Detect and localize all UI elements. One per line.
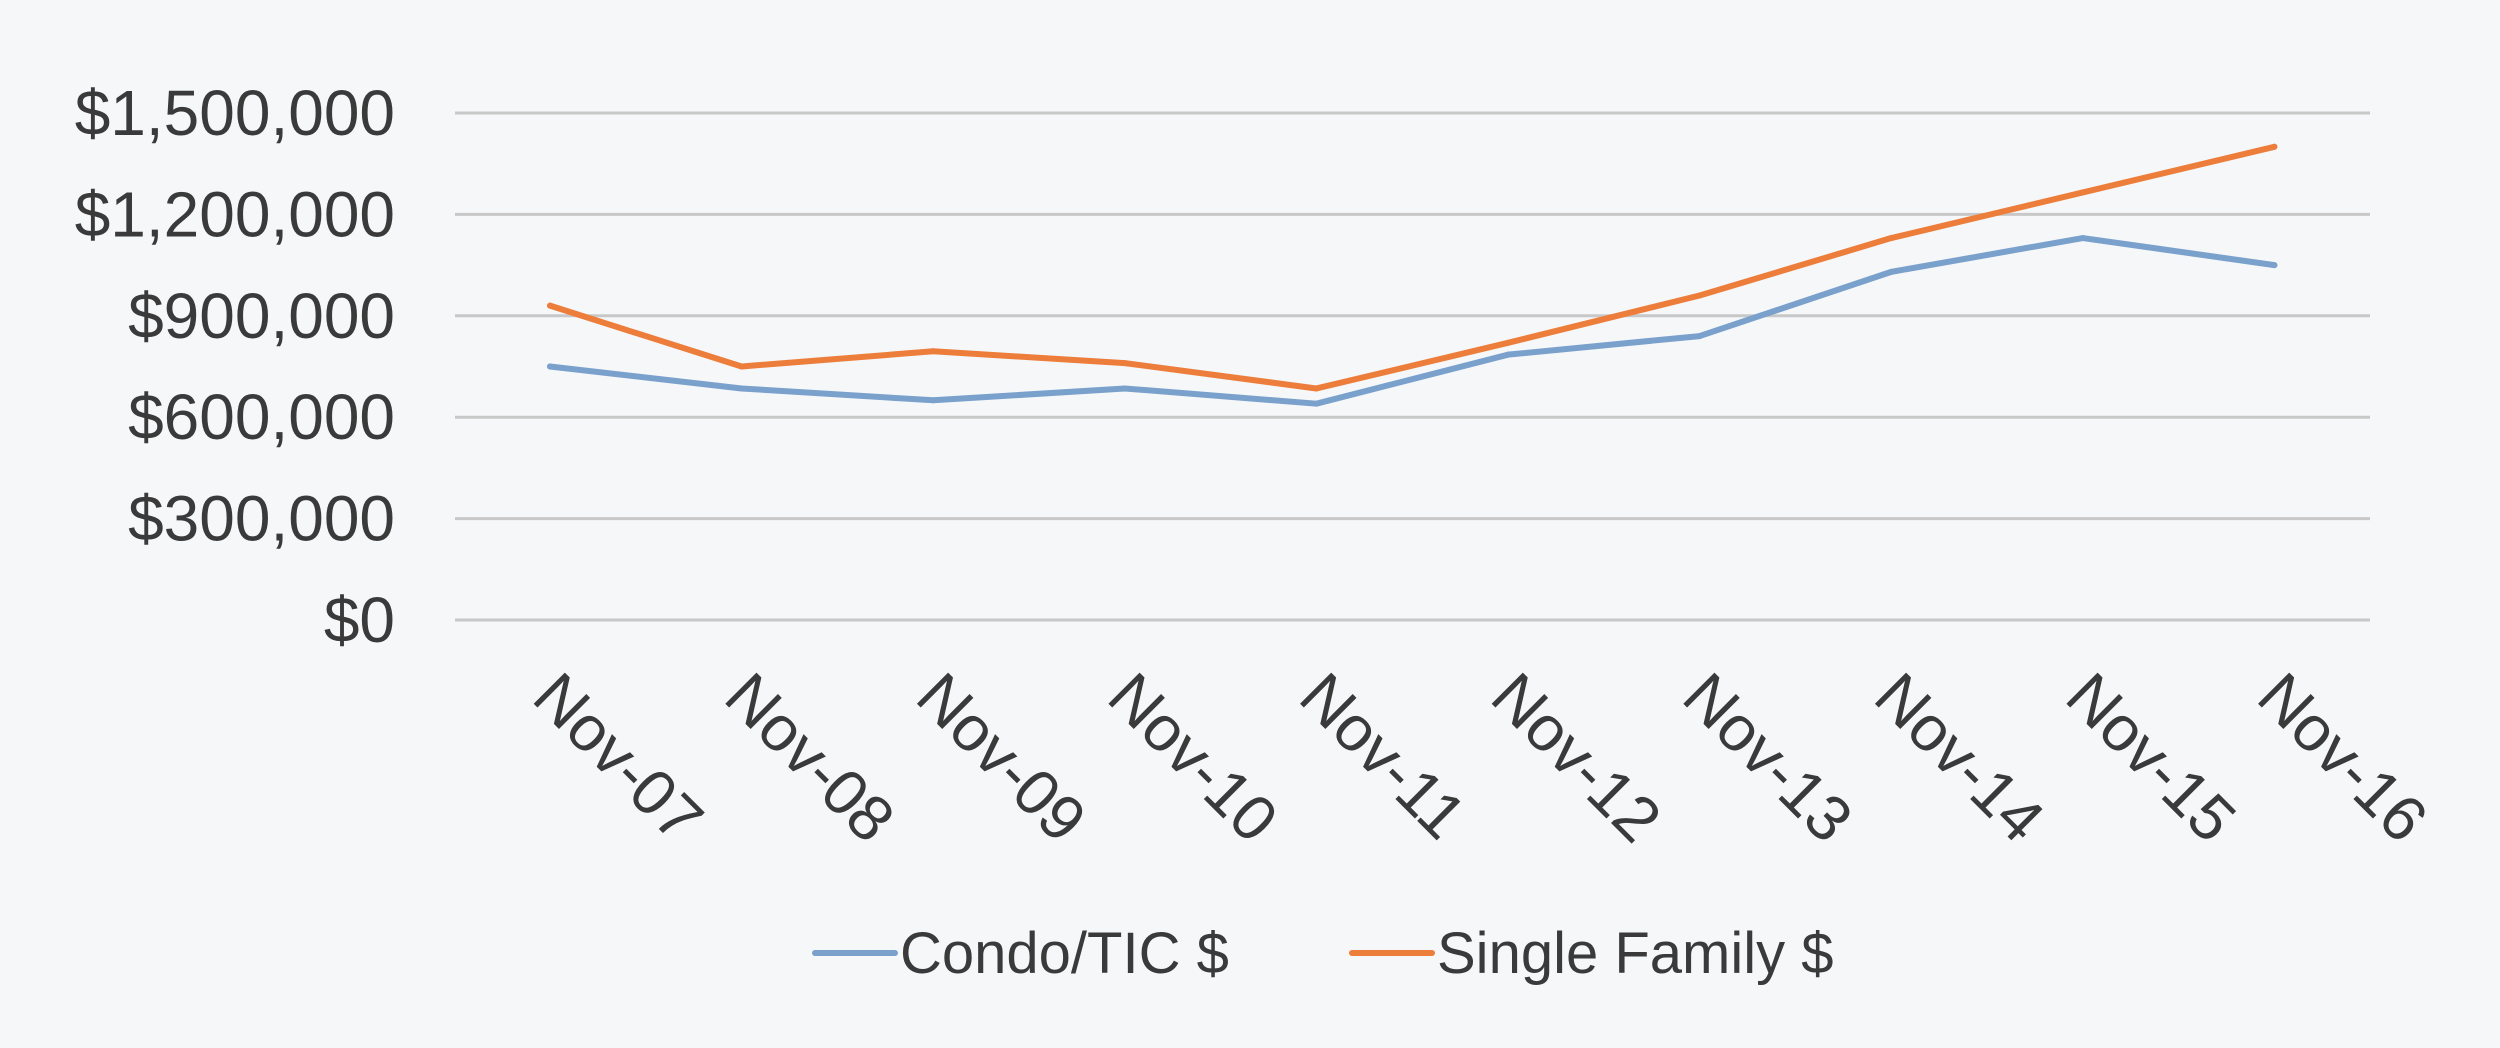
data-point <box>930 397 937 404</box>
y-axis: $0 $300,000 $600,000 $900,000 $1,200,000 $1,5… <box>75 77 395 656</box>
x-tick-label: Nov-07 <box>520 659 717 856</box>
gridlines <box>455 111 2370 622</box>
series-lines <box>547 143 2278 407</box>
data-point <box>1505 351 1511 358</box>
legend-label: Condo/TIC $ <box>900 921 1229 986</box>
x-tick-label: Nov-14 <box>1861 659 2058 856</box>
x-tick-label: Nov-09 <box>903 659 1100 856</box>
data-point <box>1888 268 1895 275</box>
y-tick-label: $1,200,000 <box>75 178 395 250</box>
data-point <box>2079 189 2086 196</box>
x-tick-label: Nov-16 <box>2245 659 2442 856</box>
data-point <box>1121 360 1128 367</box>
x-tick-label: Nov-12 <box>1478 659 1675 856</box>
x-tick-label: Nov-08 <box>712 659 909 856</box>
x-tick-label: Nov-11 <box>1287 659 1480 852</box>
data-point <box>1121 385 1128 392</box>
data-point <box>1888 235 1895 242</box>
y-tick-label: $0 <box>324 584 395 656</box>
x-tick-label: Nov-13 <box>1670 659 1867 856</box>
data-point <box>1313 400 1320 407</box>
data-point <box>2079 235 2086 242</box>
y-tick-label: $300,000 <box>128 483 395 555</box>
data-point <box>547 363 553 370</box>
legend-item: Condo/TIC $ <box>812 921 1229 986</box>
legend-item: Single Family $ <box>1349 921 1833 986</box>
x-tick-label: Nov-15 <box>2053 659 2250 856</box>
data-point <box>1696 292 1703 299</box>
data-point <box>1505 339 1511 346</box>
legend: Condo/TIC $ Single Family $ <box>812 921 1833 986</box>
data-point <box>738 363 745 370</box>
x-axis: Nov-07Nov-08Nov-09Nov-10Nov-11Nov-12Nov-… <box>520 659 2441 856</box>
x-tick-label: Nov-10 <box>1095 659 1292 856</box>
series-line-single-family <box>547 143 2278 392</box>
data-point <box>2271 262 2278 269</box>
y-tick-label: $1,500,000 <box>75 77 395 149</box>
data-point <box>738 385 745 392</box>
series-line-condo-tic <box>547 235 2278 407</box>
data-point <box>1313 385 1320 392</box>
data-point <box>2271 143 2278 150</box>
data-point <box>547 302 553 309</box>
y-tick-label: $900,000 <box>128 280 395 352</box>
y-tick-label: $600,000 <box>128 381 395 453</box>
data-point <box>1696 333 1703 340</box>
data-point <box>930 348 937 355</box>
legend-label: Single Family $ <box>1437 921 1833 986</box>
